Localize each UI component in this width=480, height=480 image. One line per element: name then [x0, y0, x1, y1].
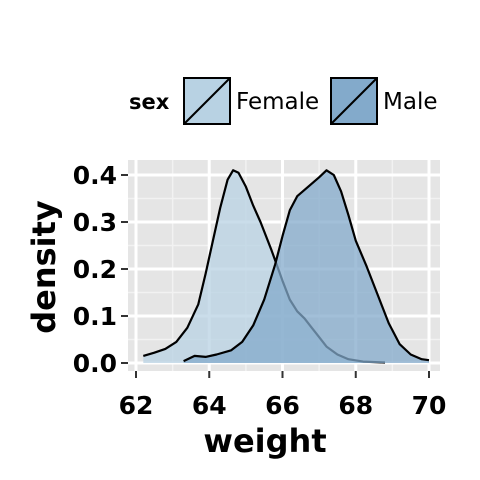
y-tick-label: 0.3 [73, 208, 117, 237]
y-tick-label: 0.0 [73, 349, 117, 378]
legend-title: sex [129, 90, 170, 114]
legend-key-line-female [183, 77, 231, 125]
axes: 62 64 66 68 70 0.0 0.1 0.2 0.3 0.4 [73, 161, 447, 420]
y-axis-title: density [25, 200, 63, 334]
x-tick-label: 70 [412, 391, 447, 420]
x-tick-label: 62 [119, 391, 154, 420]
legend: sex Female Male [129, 77, 437, 125]
density-area-female [143, 170, 385, 363]
x-axis-title: weight [203, 422, 326, 460]
density-line-male [183, 169, 430, 363]
density-area-male [183, 170, 429, 363]
legend-label-male: Male [383, 89, 437, 115]
series-layer [142, 169, 430, 364]
x-tick-label: 64 [192, 391, 227, 420]
x-tick-label: 66 [265, 391, 300, 420]
y-tick-label: 0.1 [73, 302, 117, 331]
legend-label-female: Female [236, 89, 319, 115]
y-tick-label: 0.4 [73, 161, 117, 190]
y-tick-label: 0.2 [73, 255, 117, 284]
x-tick-label: 68 [338, 391, 373, 420]
legend-key-line-male [330, 77, 378, 125]
